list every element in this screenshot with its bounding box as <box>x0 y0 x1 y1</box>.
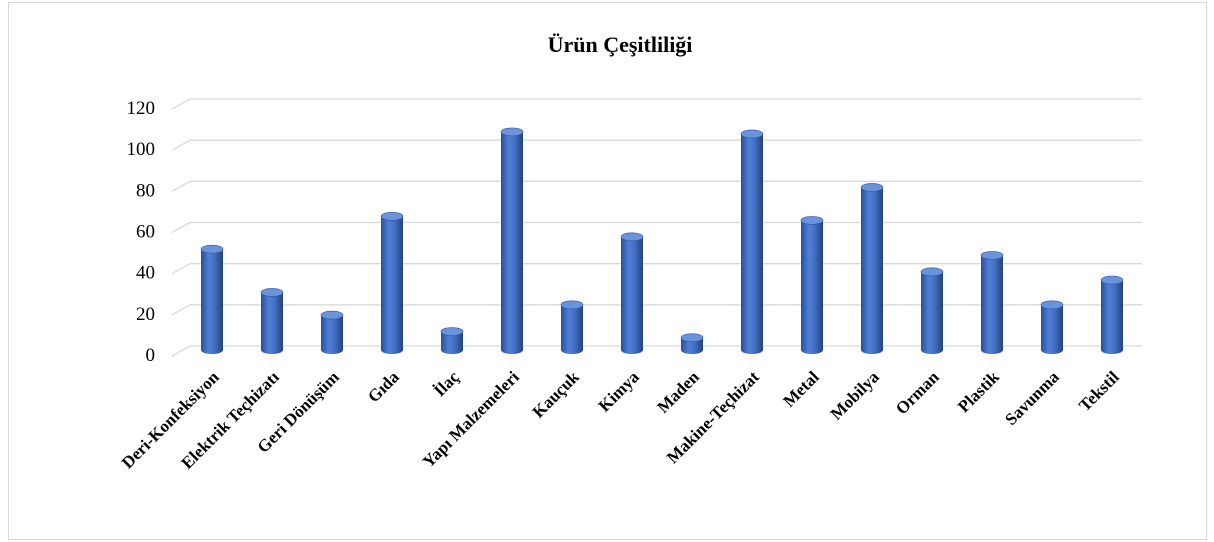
bar-cap <box>500 127 524 137</box>
bar-cap <box>380 211 404 221</box>
y-axis-ticks: 0 20 40 60 80 100 120 <box>127 98 156 366</box>
y-tick-label: 80 <box>136 180 155 201</box>
bar <box>320 310 344 354</box>
x-tick-label: Savunma <box>1001 367 1063 429</box>
bar <box>920 267 944 354</box>
bar-cap <box>800 216 824 225</box>
bar-body <box>1101 280 1123 354</box>
bar-body <box>621 236 643 354</box>
bar-cap <box>620 232 644 242</box>
y-tick-label: 60 <box>136 222 155 243</box>
bar-body <box>921 271 943 354</box>
bar <box>740 129 764 354</box>
y-tick-label: 40 <box>136 263 155 284</box>
bar-body <box>441 331 463 354</box>
gridline-depth <box>171 139 191 151</box>
bar-body <box>861 187 883 354</box>
x-tick-label: Kauçuk <box>529 367 584 422</box>
bar <box>260 288 284 354</box>
x-tick-label: Maden <box>653 367 703 417</box>
gridline-depth <box>171 304 191 316</box>
bar <box>860 183 884 354</box>
bar-body <box>981 255 1003 354</box>
bar-cap <box>860 183 884 192</box>
x-tick-label: Mobilya <box>827 367 884 424</box>
gridline-depth <box>171 221 191 234</box>
x-tick-label: Plastik <box>954 367 1003 416</box>
x-tick-label: Deri-Konfeksiyon <box>118 367 223 472</box>
bar-cap <box>440 327 464 336</box>
bar-cap <box>980 251 1004 260</box>
bar <box>800 216 824 354</box>
bar-cap <box>320 310 344 320</box>
y-tick-label: 100 <box>127 139 156 160</box>
bar <box>380 211 404 354</box>
bar-body <box>261 292 283 354</box>
bar-cap <box>920 267 944 277</box>
y-tick-label: 120 <box>127 98 156 119</box>
y-tick-label: 0 <box>146 345 156 366</box>
bar-cap <box>260 288 284 297</box>
bar-cap <box>1040 300 1064 310</box>
chart-title: Ürün Çeşitliliği <box>548 32 693 57</box>
bar <box>980 251 1004 354</box>
bar-body <box>681 337 703 354</box>
x-tick-label: Metal <box>779 367 823 411</box>
bar <box>200 244 224 354</box>
bar-cap <box>740 129 764 139</box>
bar-body <box>321 315 343 354</box>
bars <box>200 127 1124 354</box>
gridline-depth <box>171 263 191 275</box>
bar <box>680 333 704 354</box>
bar-body <box>801 220 823 354</box>
bar-body <box>741 133 763 354</box>
bar <box>620 232 644 354</box>
x-tick-label: İlaç <box>430 367 463 400</box>
bar-body <box>381 216 403 354</box>
bar-cap <box>1100 275 1124 285</box>
x-tick-label: Kimya <box>595 367 644 416</box>
bar-cap <box>560 300 584 310</box>
bar <box>440 327 464 354</box>
gridline-depth <box>171 98 191 110</box>
bar-body <box>561 304 583 354</box>
gridline-depth <box>171 180 191 192</box>
x-tick-label: Orman <box>892 367 943 418</box>
bar-body <box>501 131 523 354</box>
bar-cap <box>200 244 224 254</box>
bar <box>560 300 584 354</box>
bar <box>1100 275 1124 354</box>
bar-cap <box>680 333 704 343</box>
y-tick-label: 20 <box>136 304 155 325</box>
bar-body <box>201 249 223 354</box>
gridline-depth <box>171 345 191 357</box>
bar-body <box>1041 304 1063 354</box>
bar <box>1040 300 1064 354</box>
x-tick-label: Tekstil <box>1075 367 1123 415</box>
x-tick-label: Gıda <box>364 367 403 406</box>
bar <box>500 127 524 354</box>
